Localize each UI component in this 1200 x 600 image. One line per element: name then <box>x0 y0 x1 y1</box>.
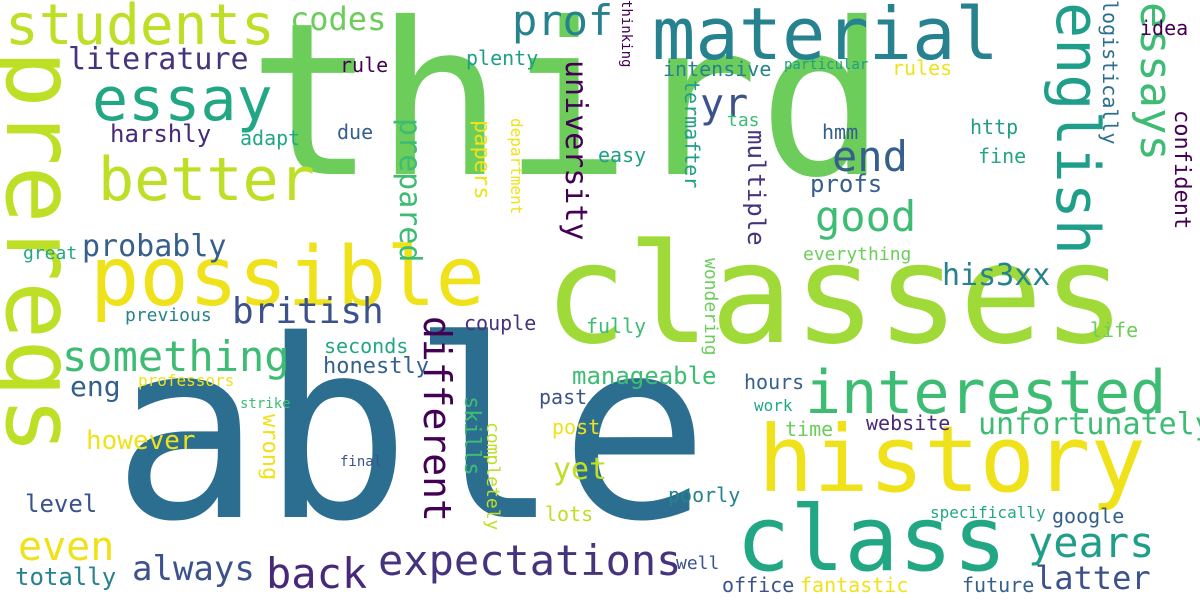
word: prereqs <box>0 50 96 455</box>
word: multiple <box>742 130 770 246</box>
word: idea <box>1140 16 1189 40</box>
word: adapt <box>240 126 301 150</box>
word: harshly <box>110 120 212 148</box>
word: able <box>112 288 710 576</box>
word: termafter <box>680 80 704 189</box>
word: well <box>676 553 720 574</box>
word: level <box>25 490 98 518</box>
word: papers <box>469 120 494 200</box>
word: thinking <box>618 0 634 68</box>
word: university <box>558 60 593 241</box>
word: however <box>86 426 196 456</box>
word: always <box>132 549 255 589</box>
word: better <box>98 145 315 215</box>
word: end <box>832 132 908 181</box>
word: life <box>1090 318 1139 342</box>
word: expectations <box>378 536 682 585</box>
word: logistically <box>1098 0 1122 145</box>
word: time <box>785 417 834 441</box>
word: classes <box>544 214 1126 375</box>
word: google <box>1052 504 1125 528</box>
word: plenty <box>466 46 539 70</box>
word: british <box>232 291 384 332</box>
word: totally <box>15 563 117 591</box>
word: easy <box>598 143 647 167</box>
word: even <box>18 524 115 570</box>
word: website <box>866 411 951 435</box>
word: intensive <box>663 57 772 81</box>
word: department <box>507 118 526 215</box>
word: seconds <box>324 334 409 358</box>
word: lots <box>545 502 594 526</box>
word: past <box>539 385 588 409</box>
word: profs <box>810 170 883 198</box>
word: specifically <box>930 503 1046 522</box>
word: work <box>754 396 793 415</box>
word: fantastic <box>800 573 909 597</box>
word: unfortunately <box>978 407 1200 442</box>
word: completely <box>482 422 503 531</box>
word: couple <box>464 311 537 335</box>
word: essay <box>92 65 273 135</box>
word: yr <box>700 81 749 127</box>
word: something <box>62 332 290 381</box>
word: post <box>552 415 601 439</box>
word: possible <box>90 230 485 325</box>
word: different <box>415 316 459 522</box>
word: third <box>248 0 887 224</box>
word: english <box>1042 2 1112 255</box>
word: probably <box>82 229 227 264</box>
word: wondering <box>700 258 721 356</box>
word: prepared <box>392 118 427 263</box>
word: particular <box>784 57 869 73</box>
word: strike <box>240 396 291 412</box>
word: prof <box>512 0 614 45</box>
word: good <box>815 192 917 241</box>
word: manageable <box>572 362 717 390</box>
word: poorly <box>668 483 741 507</box>
word: yet <box>553 452 608 487</box>
word: students <box>5 0 275 58</box>
word: latter <box>1035 559 1151 597</box>
word: honestly <box>323 354 429 379</box>
word: fully <box>586 314 647 338</box>
word: years <box>1028 518 1155 567</box>
word: material <box>652 0 999 76</box>
word: back <box>266 549 368 598</box>
word: his3xx <box>942 258 1051 293</box>
word: http <box>970 115 1019 139</box>
word: codes <box>290 0 387 38</box>
word: due <box>337 120 374 144</box>
word: previous <box>125 305 212 326</box>
word: essays <box>1130 2 1181 161</box>
word: professors <box>138 371 235 390</box>
word: confident <box>1169 110 1194 230</box>
word: great <box>23 243 78 264</box>
word: hours <box>744 370 805 394</box>
word: eng <box>70 370 121 403</box>
word: rule <box>340 53 389 77</box>
word: history <box>758 406 1146 513</box>
word: literature <box>68 42 249 77</box>
word: rules <box>892 56 953 80</box>
word: tas <box>727 110 760 131</box>
word: class <box>736 487 1007 592</box>
word: final <box>340 454 383 470</box>
word: interested <box>805 358 1167 428</box>
word: everything <box>803 244 912 265</box>
word: hmm <box>822 120 859 144</box>
word: office <box>722 573 795 597</box>
word: fine <box>978 144 1027 168</box>
word: future <box>962 573 1035 597</box>
word: skills <box>459 396 484 476</box>
word: wrong <box>257 414 282 481</box>
